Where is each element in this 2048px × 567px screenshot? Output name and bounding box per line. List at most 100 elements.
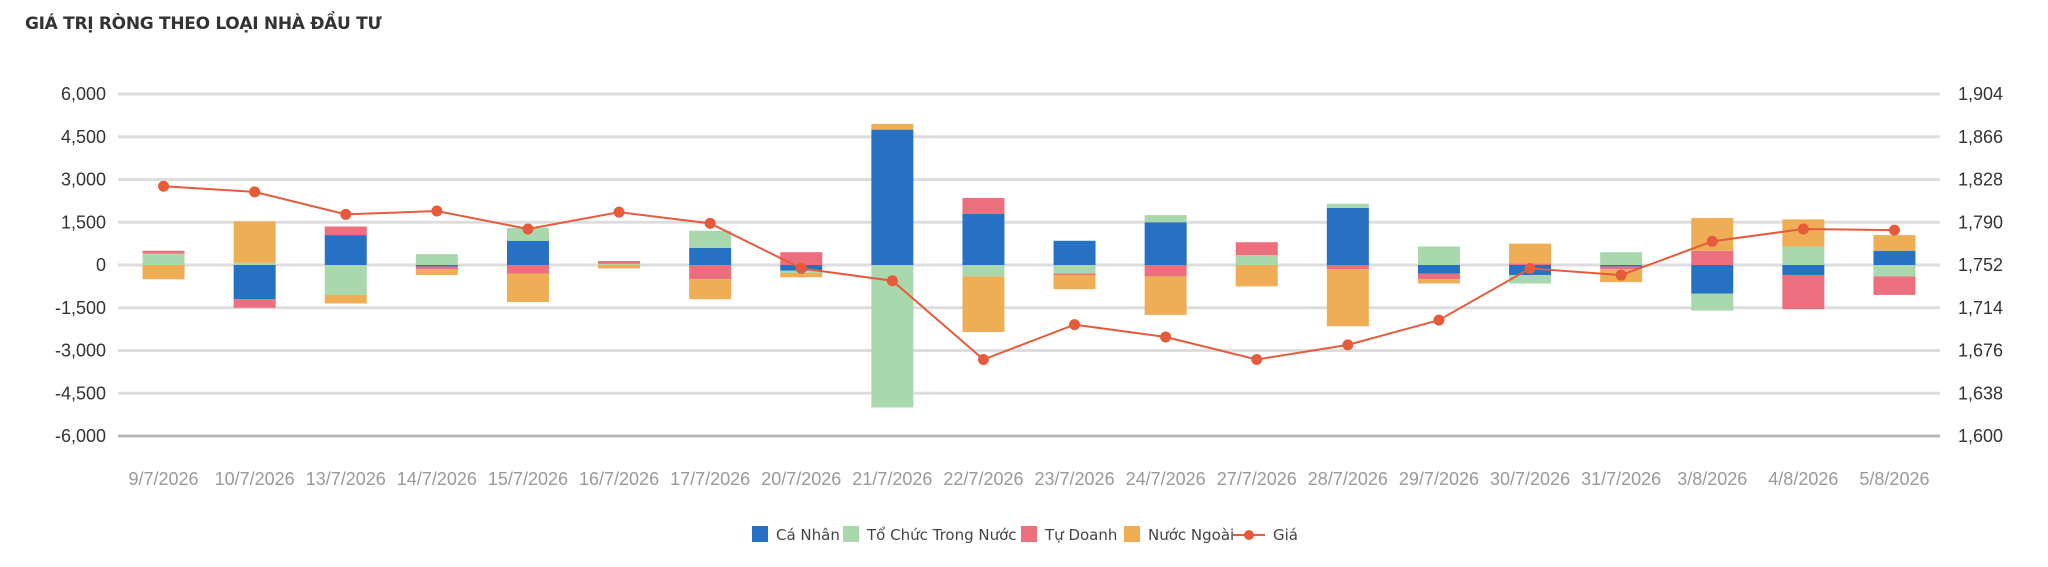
bar-segment-2 (1144, 215, 1187, 223)
x-tick-label: 27/7/2026 (1217, 469, 1297, 489)
bar-segment-3 (233, 299, 276, 308)
bar-segment-2 (1691, 293, 1734, 311)
bar-segment-3 (1417, 273, 1460, 280)
right-tick-label: 1,866 (1958, 127, 2003, 147)
price-point (522, 223, 534, 235)
x-tick-label: 20/7/2026 (761, 469, 841, 489)
price-point (1069, 319, 1081, 331)
bar-segment-4 (324, 294, 367, 304)
price-point (249, 186, 261, 198)
x-tick-label: 3/8/2026 (1677, 469, 1747, 489)
gridlines (118, 92, 1940, 438)
legend-swatch (843, 526, 859, 542)
bar-segment-3 (598, 261, 641, 264)
bar-segment-4 (780, 272, 823, 278)
bar-segment-2 (1417, 246, 1460, 265)
price-point (1433, 314, 1445, 326)
price-point (1615, 269, 1627, 281)
left-axis-ticks: 6,000 4,500 3,000 1,500 0 -1,500 -3,000 -4,500 -… (55, 84, 106, 446)
legend-swatch (1124, 526, 1140, 542)
bar-segment-4 (1235, 265, 1278, 287)
price-point (1342, 339, 1354, 351)
bar-segment-1 (1782, 265, 1825, 275)
bar-segment-3 (780, 252, 823, 265)
bar-segment-2 (1235, 255, 1278, 265)
x-tick-label: 15/7/2026 (488, 469, 568, 489)
bar-segment-2 (324, 265, 367, 295)
legend-swatch (752, 526, 768, 542)
chart-title: GIÁ TRỊ RÒNG THEO LOẠI NHÀ ĐẦU TƯ (25, 14, 382, 34)
price-point (977, 354, 989, 365)
x-tick-label: 22/7/2026 (943, 469, 1023, 489)
bar-segment-4 (871, 123, 914, 130)
left-tick-label: -1,500 (55, 298, 106, 318)
bar-segment-2 (1509, 274, 1552, 284)
price-point (704, 217, 716, 229)
bar-segment-3 (962, 198, 1005, 214)
right-tick-label: 1,828 (1958, 170, 2003, 190)
left-tick-label: -4,500 (55, 383, 106, 403)
bar-segment-1 (1691, 265, 1734, 294)
price-point (1706, 235, 1718, 247)
right-tick-label: 1,600 (1958, 426, 2003, 446)
x-tick-label: 31/7/2026 (1581, 469, 1661, 489)
right-tick-label: 1,714 (1958, 298, 2003, 318)
left-tick-label: -3,000 (55, 341, 106, 361)
price-point (1797, 223, 1809, 235)
left-tick-label: 4,500 (61, 127, 106, 147)
left-tick-label: 1,500 (61, 212, 106, 232)
legend-swatch (1021, 526, 1037, 542)
x-tick-label: 4/8/2026 (1768, 469, 1838, 489)
bar-segment-4 (1873, 235, 1916, 251)
bar-segment-4 (598, 265, 641, 269)
bar-segment-3 (415, 266, 458, 270)
price-line (163, 185, 1895, 361)
bar-segment-2 (689, 230, 732, 248)
bar-segment-1 (1144, 222, 1187, 265)
right-tick-label: 1,790 (1958, 212, 2003, 232)
x-tick-label: 17/7/2026 (670, 469, 750, 489)
bar-segment-3 (142, 250, 185, 254)
bar-segment-1 (689, 247, 732, 265)
bar-segment-4 (1053, 274, 1096, 290)
right-tick-label: 1,752 (1958, 255, 2003, 275)
bar-segment-1 (871, 129, 914, 265)
x-tick-label: 13/7/2026 (306, 469, 386, 489)
bar-segment-2 (1053, 265, 1096, 274)
left-tick-label: 6,000 (61, 84, 106, 104)
bar-segment-3 (1326, 265, 1369, 270)
price-point (158, 180, 170, 192)
price-point (1524, 262, 1536, 274)
bar-segment-2 (415, 254, 458, 265)
legend-label: Tổ Chức Trong Nước (866, 526, 1017, 544)
right-tick-label: 1,676 (1958, 341, 2003, 361)
bar-segment-3 (1782, 274, 1825, 310)
right-tick-label: 1,904 (1958, 84, 2003, 104)
price-point (1251, 354, 1263, 365)
right-tick-label: 1,638 (1958, 383, 2003, 403)
left-tick-label: -6,000 (55, 426, 106, 446)
bar-segment-3 (1235, 242, 1278, 256)
bar-segment-3 (1144, 265, 1187, 277)
bar-segment-3 (324, 226, 367, 236)
price-point (795, 262, 807, 274)
bar-segment-1 (1326, 208, 1369, 265)
bar-segment-3 (506, 265, 549, 274)
bar-segment-4 (1509, 243, 1552, 264)
bar-segment-3 (1600, 266, 1643, 270)
bar-segment-2 (1873, 265, 1916, 277)
bar-segment-1 (1417, 265, 1460, 274)
bar-segment-2 (1782, 246, 1825, 265)
x-tick-label: 16/7/2026 (579, 469, 659, 489)
x-tick-label: 5/8/2026 (1859, 469, 1929, 489)
bar-segment-4 (506, 273, 549, 303)
bar-segment-1 (506, 240, 549, 265)
legend-label: Giá (1273, 526, 1298, 544)
bar-segment-3 (1691, 250, 1734, 265)
bar-segment-2 (233, 262, 276, 265)
bar-segment-1 (1600, 265, 1643, 267)
bar-stacks (142, 123, 1916, 408)
bar-segment-2 (1326, 203, 1369, 208)
bar-segment-1 (324, 235, 367, 265)
